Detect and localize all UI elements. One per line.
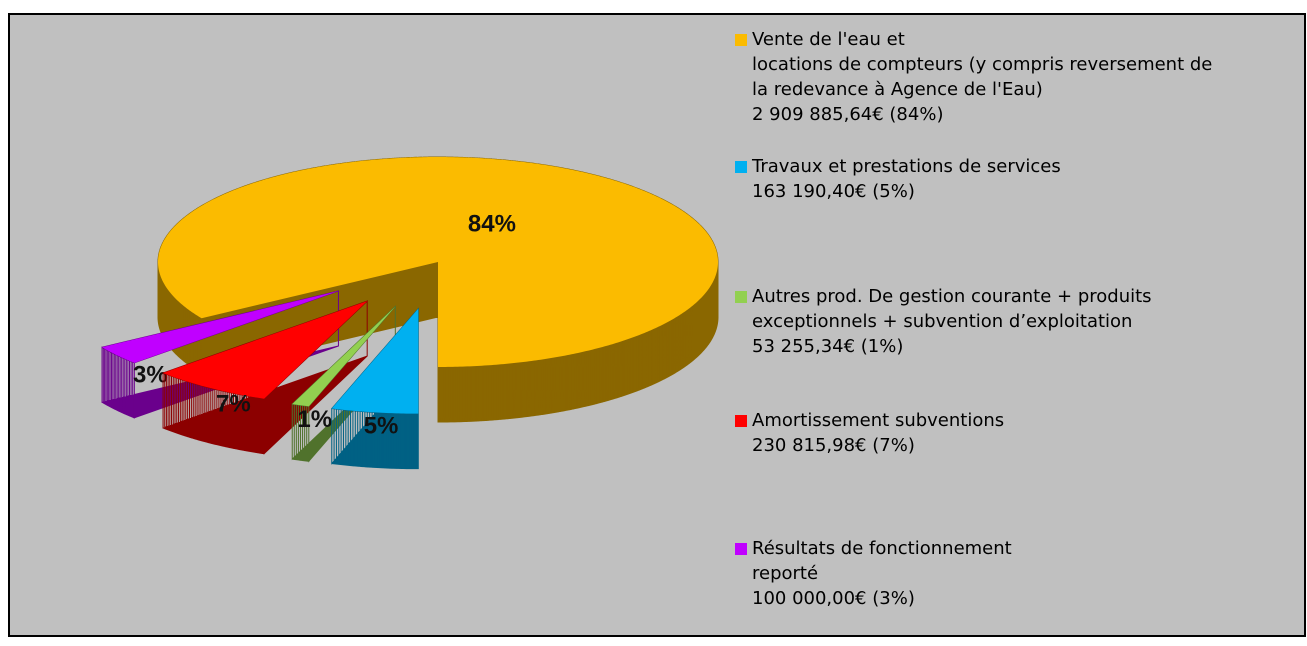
legend-label: Autres prod. De gestion courante + produ… [752, 286, 1152, 307]
data-label: 84% [468, 211, 516, 238]
legend-amount: 100 000,00€ (3%) [752, 588, 915, 609]
slice [292, 306, 396, 407]
legend-label: locations de compteurs (y compris revers… [752, 54, 1212, 75]
legend-amount: 53 255,34€ (1%) [752, 336, 903, 357]
legend-swatch [735, 161, 747, 173]
legend-amount: 2 909 885,64€ (84%) [752, 104, 943, 125]
data-label: 3% [133, 361, 168, 388]
legend-label: la redevance à Agence de l'Eau) [752, 79, 1043, 100]
legend-amount: 230 815,98€ (7%) [752, 435, 915, 456]
legend-swatch [735, 543, 747, 555]
data-label: 7% [216, 390, 251, 417]
legend-label: Amortissement subventions [752, 410, 1004, 431]
data-label: 1% [297, 406, 332, 433]
legend-label: reporté [752, 563, 818, 584]
data-label: 5% [364, 412, 399, 439]
legend-amount: 163 190,40€ (5%) [752, 181, 915, 202]
slice [102, 290, 339, 363]
slice [163, 301, 368, 399]
legend-swatch [735, 34, 747, 46]
legend-label: Vente de l'eau et [752, 29, 905, 50]
legend-swatch [735, 291, 747, 303]
legend-label: Résultats de fonctionnement [752, 538, 1012, 559]
legend-label: exceptionnels + subvention d’exploitatio… [752, 311, 1132, 332]
legend-swatch [735, 415, 747, 427]
slice [158, 157, 718, 367]
legend-label: Travaux et prestations de services [751, 156, 1061, 177]
slice [331, 308, 419, 414]
